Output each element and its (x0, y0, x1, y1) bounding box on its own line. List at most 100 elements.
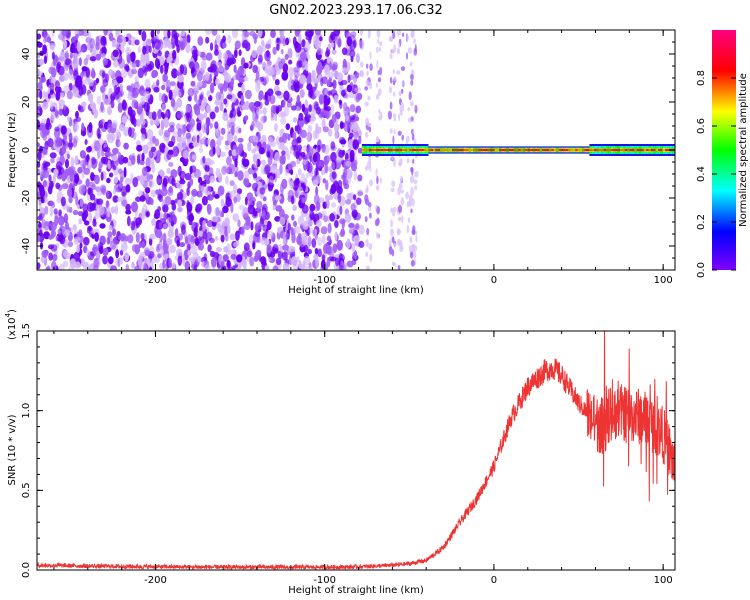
heatmap-noise-cell (238, 49, 242, 56)
heatmap-noise-cell (272, 46, 277, 55)
heatmap-sparse-cell (392, 30, 396, 40)
heatmap-noise-cell (204, 264, 211, 270)
heatmap-noise-cell (44, 33, 51, 42)
heatmap-sparse-cell (387, 110, 392, 120)
line-band-cell (463, 148, 467, 152)
heatmap-noise-cell (321, 254, 326, 263)
heatmap-noise-cell (121, 199, 128, 207)
heatmap-noise-cell (259, 237, 267, 245)
colorbar: 0.0 0.2 0.4 0.6 0.8 Normalized spectral ampl… (696, 30, 749, 278)
heatmap-noise-cell (196, 203, 203, 211)
line-band-cell (534, 148, 538, 152)
line-band-cell (641, 148, 645, 152)
heatmap-noise-cell (61, 227, 66, 235)
heatmap-noise-cell (184, 260, 191, 270)
heatmap-noise-cell (297, 168, 302, 176)
line-band-cell (556, 148, 559, 152)
line-band-cell (598, 148, 602, 152)
heatmap-noise-cell (357, 174, 363, 182)
heatmap-sparse-cell (378, 47, 382, 52)
heatmap-noise-cell (98, 160, 103, 169)
line-band-cell (665, 148, 668, 152)
heatmap-noise-cell (358, 135, 362, 145)
heatmap-noise-cell (351, 242, 356, 252)
heatmap-noise-cell (210, 63, 217, 73)
heatmap-sparse-cell (375, 168, 378, 177)
heatmap-noise-cell (299, 89, 305, 98)
heatmap-noise-cell (102, 247, 109, 257)
line-band-cell (596, 148, 600, 152)
line-band-cell (615, 148, 618, 152)
heatmap-noise-cell (231, 30, 239, 39)
heatmap-noise-cell (203, 111, 208, 119)
heatmap-noise-cell (151, 111, 157, 121)
heatmap-sparse-cell (365, 251, 369, 258)
heatmap-noise-cell (84, 139, 88, 145)
heatmap-noise-cell (117, 151, 122, 159)
heatmap-noise-cell (168, 89, 173, 101)
line-band-cell (369, 148, 372, 152)
heatmap-noise-cell (74, 236, 81, 242)
line-band-cell (589, 148, 592, 152)
heatmap-noise-cell (126, 85, 132, 91)
heatmap-noise-cell (205, 157, 212, 166)
line-band-cell (504, 148, 507, 152)
heatmap-noise-cell (159, 244, 163, 251)
heatmap-noise-cell (137, 154, 141, 165)
heatmap-noise-cell (215, 78, 220, 86)
heatmap-noise-cell (215, 236, 219, 241)
heatmap-noise-cell (218, 65, 224, 73)
line-band-cell (658, 148, 661, 152)
heatmap-noise-cell (339, 231, 345, 238)
heatmap-noise-cell (274, 151, 281, 162)
heatmap-sparse-cell (413, 47, 418, 56)
heatmap-sparse-cell (380, 177, 383, 184)
heatmap-noise-cell (327, 194, 334, 201)
heatmap-noise-cell (54, 126, 60, 132)
heatmap-noise-cell (150, 146, 156, 152)
heatmap-noise-cell (41, 90, 47, 99)
heatmap-noise-cell (288, 245, 296, 253)
heatmap-noise-cell (292, 131, 297, 140)
heatmap-noise-cell (263, 115, 268, 123)
heatmap-noise-cell (44, 197, 49, 204)
heatmap-noise-cell (188, 256, 196, 263)
heatmap-noise-cell (224, 217, 230, 227)
heatmap-noise-cell (336, 239, 344, 251)
heatmap-noise-cell (48, 174, 52, 182)
heatmap-noise-cell (257, 54, 263, 63)
heatmap-noise-cell (229, 248, 237, 256)
heatmap-noise-cell (336, 72, 344, 83)
heatmap-noise-cell (103, 30, 108, 36)
heatmap-noise-cell (48, 252, 53, 261)
line-band-cell (530, 148, 533, 152)
heatmap-noise-cell (321, 76, 328, 85)
heatmap-noise-cell (189, 178, 194, 186)
heatmap-noise-cell (68, 140, 73, 151)
heatmap-noise-cell (168, 162, 174, 167)
heatmap-noise-cell (123, 167, 127, 178)
heatmap-noise-cell (94, 140, 101, 151)
heatmap-noise-cell (254, 101, 261, 107)
heatmap-noise-cell (304, 99, 309, 109)
heatmap-noise-cell (303, 106, 309, 116)
heatmap-noise-cell (309, 266, 313, 270)
heatmap-noise-cell (272, 205, 276, 211)
heatmap-noise-cell (146, 129, 154, 140)
heatmap-noise-cell (119, 256, 124, 265)
heatmap-noise-cell (243, 264, 247, 270)
heatmap-noise-cell (316, 160, 324, 168)
heatmap-noise-cell (268, 38, 272, 46)
heatmap-sparse-cell (393, 117, 396, 122)
heatmap-noise-cell (244, 170, 250, 180)
heatmap-noise-cell (191, 154, 197, 161)
heatmap-noise-cell (208, 73, 213, 83)
line-band-cell (582, 148, 585, 152)
heatmap-noise-cell (130, 83, 135, 93)
heatmap-noise-cell (294, 226, 301, 234)
heatmap-noise-cell (222, 254, 229, 262)
heatmap-noise-cell (228, 163, 236, 175)
heatmap-noise-cell (346, 36, 352, 47)
heatmap-noise-cell (204, 30, 212, 35)
heatmap-noise-cell (163, 117, 169, 128)
